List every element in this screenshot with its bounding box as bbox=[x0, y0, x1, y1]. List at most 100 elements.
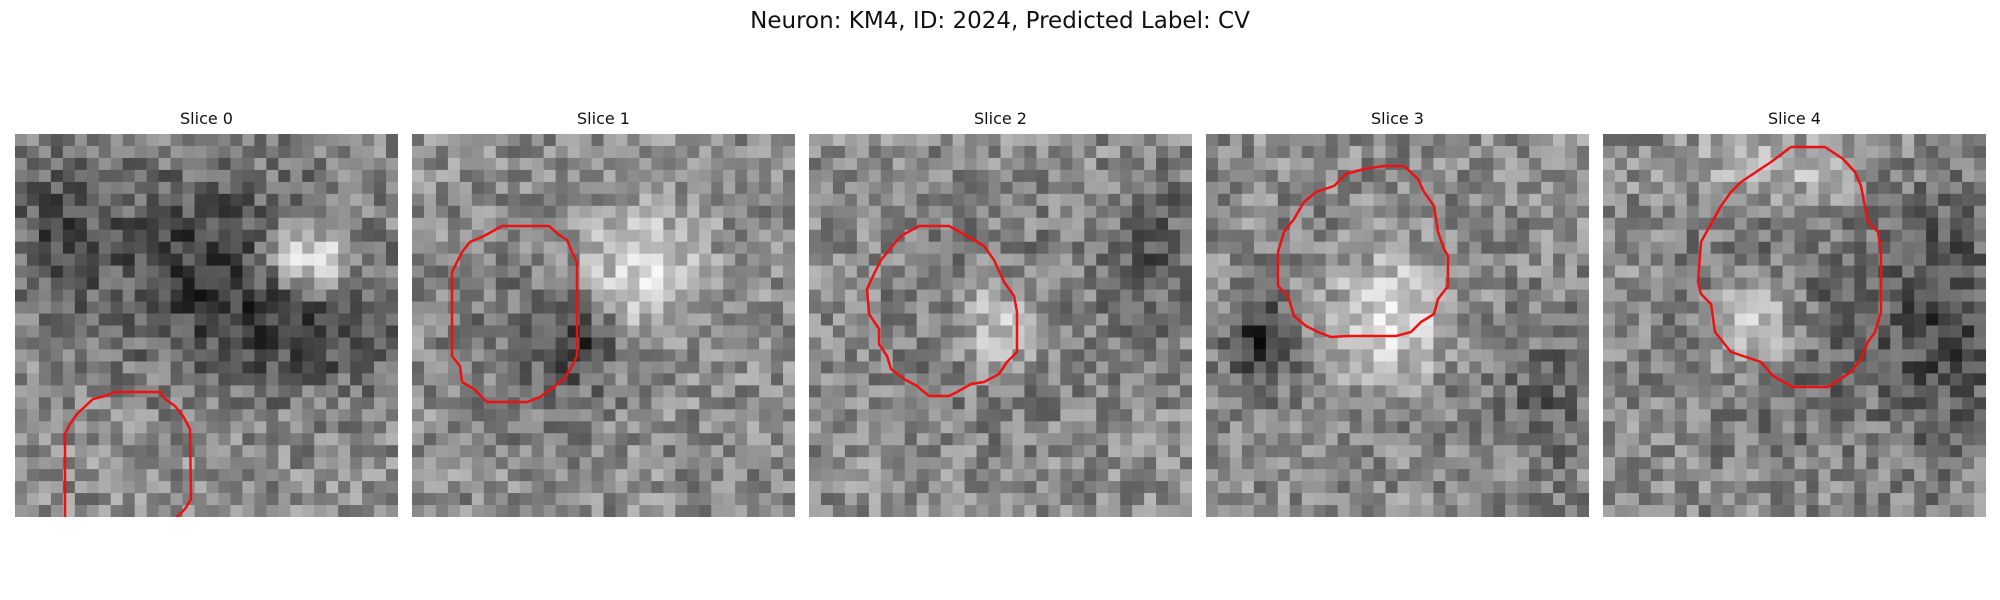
pixel-cell bbox=[591, 469, 604, 482]
pixel-cell bbox=[1806, 421, 1819, 434]
pixel-cell bbox=[1493, 181, 1506, 195]
pixel-cell bbox=[218, 361, 231, 374]
pixel-cell bbox=[1349, 313, 1363, 326]
pixel-cell bbox=[1301, 481, 1315, 494]
pixel-cell bbox=[809, 325, 822, 338]
pixel-cell bbox=[1241, 457, 1255, 470]
pixel-cell bbox=[1277, 169, 1291, 183]
pixel-cell bbox=[1722, 457, 1736, 470]
pixel-cell bbox=[15, 325, 28, 338]
pixel-cell bbox=[350, 421, 363, 434]
pixel-cell bbox=[1000, 397, 1013, 410]
pixel-cell bbox=[1301, 361, 1315, 374]
grayscale-pixels bbox=[1603, 134, 1986, 517]
pixel-cell bbox=[1180, 493, 1192, 506]
pixel-cell bbox=[290, 301, 303, 315]
pixel-cell bbox=[1818, 433, 1831, 446]
pixel-cell bbox=[1445, 433, 1458, 446]
pixel-cell bbox=[1036, 313, 1049, 326]
pixel-cell bbox=[844, 217, 858, 231]
pixel-cell bbox=[278, 505, 291, 517]
pixel-cell bbox=[964, 277, 978, 291]
pixel-cell bbox=[242, 301, 255, 315]
pixel-cell bbox=[699, 289, 712, 303]
pixel-cell bbox=[1385, 145, 1398, 159]
pixel-cell bbox=[639, 445, 652, 458]
pixel-cell bbox=[928, 373, 942, 386]
pixel-cell bbox=[603, 457, 616, 470]
pixel-cell bbox=[15, 313, 28, 326]
pixel-cell bbox=[1265, 325, 1279, 338]
pixel-cell bbox=[38, 289, 52, 303]
pixel-cell bbox=[134, 277, 148, 291]
pixel-cell bbox=[1337, 229, 1351, 243]
pixel-cell bbox=[483, 409, 497, 422]
pixel-cell bbox=[1217, 445, 1231, 458]
pixel-cell bbox=[1541, 469, 1554, 482]
pixel-cell bbox=[916, 217, 930, 231]
pixel-cell bbox=[290, 457, 303, 470]
pixel-cell bbox=[892, 505, 906, 517]
pixel-cell bbox=[206, 229, 219, 243]
pixel-cell bbox=[1493, 349, 1506, 362]
pixel-cell bbox=[591, 505, 604, 517]
pixel-cell bbox=[519, 193, 533, 207]
pixel-cell bbox=[1433, 421, 1446, 434]
pixel-cell bbox=[38, 134, 52, 147]
pixel-cell bbox=[447, 301, 461, 315]
pixel-cell bbox=[314, 229, 327, 243]
pixel-cell bbox=[86, 313, 100, 326]
pixel-cell bbox=[1710, 169, 1724, 183]
pixel-cell bbox=[1457, 181, 1470, 195]
pixel-cell bbox=[1277, 385, 1291, 398]
pixel-cell bbox=[1180, 397, 1192, 410]
pixel-cell bbox=[242, 289, 255, 303]
pixel-cell bbox=[1421, 289, 1434, 303]
pixel-cell bbox=[1397, 349, 1410, 362]
pixel-cell bbox=[242, 145, 255, 159]
slice-title: Slice 1 bbox=[577, 109, 630, 128]
pixel-cell bbox=[1493, 325, 1506, 338]
pixel-cell bbox=[723, 313, 736, 326]
pixel-cell bbox=[362, 505, 375, 517]
pixel-cell bbox=[1132, 277, 1145, 291]
pixel-cell bbox=[735, 361, 748, 374]
pixel-cell bbox=[1180, 277, 1192, 291]
pixel-cell bbox=[1962, 241, 1975, 255]
pixel-cell bbox=[1036, 361, 1049, 374]
pixel-cell bbox=[1662, 145, 1676, 159]
pixel-cell bbox=[1229, 349, 1243, 362]
pixel-cell bbox=[1445, 229, 1458, 243]
pixel-cell bbox=[1084, 325, 1097, 338]
pixel-cell bbox=[1457, 397, 1470, 410]
pixel-cell bbox=[1686, 277, 1700, 291]
pixel-cell bbox=[1818, 193, 1831, 207]
pixel-cell bbox=[1565, 505, 1578, 517]
pixel-cell bbox=[1060, 169, 1073, 183]
pixel-cell bbox=[1000, 481, 1013, 494]
pixel-cell bbox=[1217, 193, 1231, 207]
pixel-cell bbox=[651, 421, 664, 434]
pixel-cell bbox=[1614, 349, 1628, 362]
pixel-cell bbox=[1206, 361, 1219, 374]
pixel-cell bbox=[1517, 145, 1530, 159]
pixel-cell bbox=[74, 373, 88, 386]
pixel-cell bbox=[555, 301, 569, 315]
pixel-cell bbox=[892, 277, 906, 291]
pixel-cell bbox=[1180, 157, 1192, 171]
pixel-cell bbox=[844, 265, 858, 279]
pixel-cell bbox=[495, 277, 509, 291]
pixel-cell bbox=[928, 421, 942, 434]
pixel-cell bbox=[723, 277, 736, 291]
pixel-cell bbox=[1096, 493, 1109, 506]
pixel-cell bbox=[892, 205, 906, 219]
pixel-cell bbox=[1036, 145, 1049, 159]
pixel-cell bbox=[1505, 289, 1518, 303]
pixel-cell bbox=[1686, 385, 1700, 398]
pixel-cell bbox=[435, 181, 449, 195]
pixel-cell bbox=[1265, 289, 1279, 303]
pixel-cell bbox=[350, 229, 363, 243]
pixel-cell bbox=[1277, 493, 1291, 506]
pixel-cell bbox=[471, 301, 485, 315]
pixel-cell bbox=[1349, 493, 1363, 506]
